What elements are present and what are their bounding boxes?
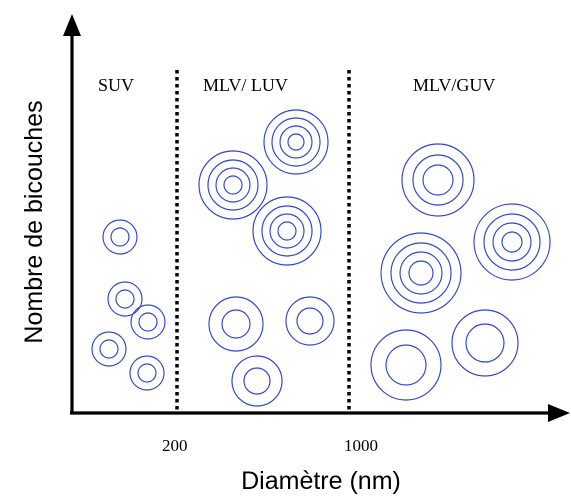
x-axis-arrowhead — [548, 404, 570, 422]
vesicle — [263, 109, 329, 175]
vesicle — [285, 296, 335, 346]
vesicle — [208, 296, 264, 352]
region-label-mlv-guv: MLV/GUV — [413, 75, 495, 95]
vesicle — [91, 331, 127, 367]
vesicle-group-mlv-guv — [370, 143, 551, 401]
vesicle — [107, 281, 143, 317]
y-axis-arrowhead — [63, 14, 81, 36]
vesicle — [129, 355, 165, 391]
vesicle — [231, 355, 283, 407]
vesicle — [451, 309, 519, 377]
vesicle — [473, 203, 551, 281]
vesicle — [252, 196, 322, 266]
region-label-suv: SUV — [98, 75, 134, 95]
vesicle — [102, 219, 138, 255]
y-axis-title: Nombre de bicouches — [20, 100, 48, 343]
vesicle — [130, 304, 166, 340]
tick-label-200: 200 — [162, 436, 188, 455]
x-axis-title: Diamètre (nm) — [241, 467, 401, 495]
vesicle — [380, 232, 462, 314]
vesicle — [370, 329, 442, 401]
vesicle — [198, 150, 268, 220]
region-label-mlv-luv: MLV/ LUV — [203, 75, 288, 95]
tick-label-1000: 1000 — [344, 436, 378, 455]
vesicle-group-mlv-luv — [198, 109, 335, 407]
vesicle — [401, 143, 475, 217]
vesicle-group-suv — [91, 219, 166, 391]
